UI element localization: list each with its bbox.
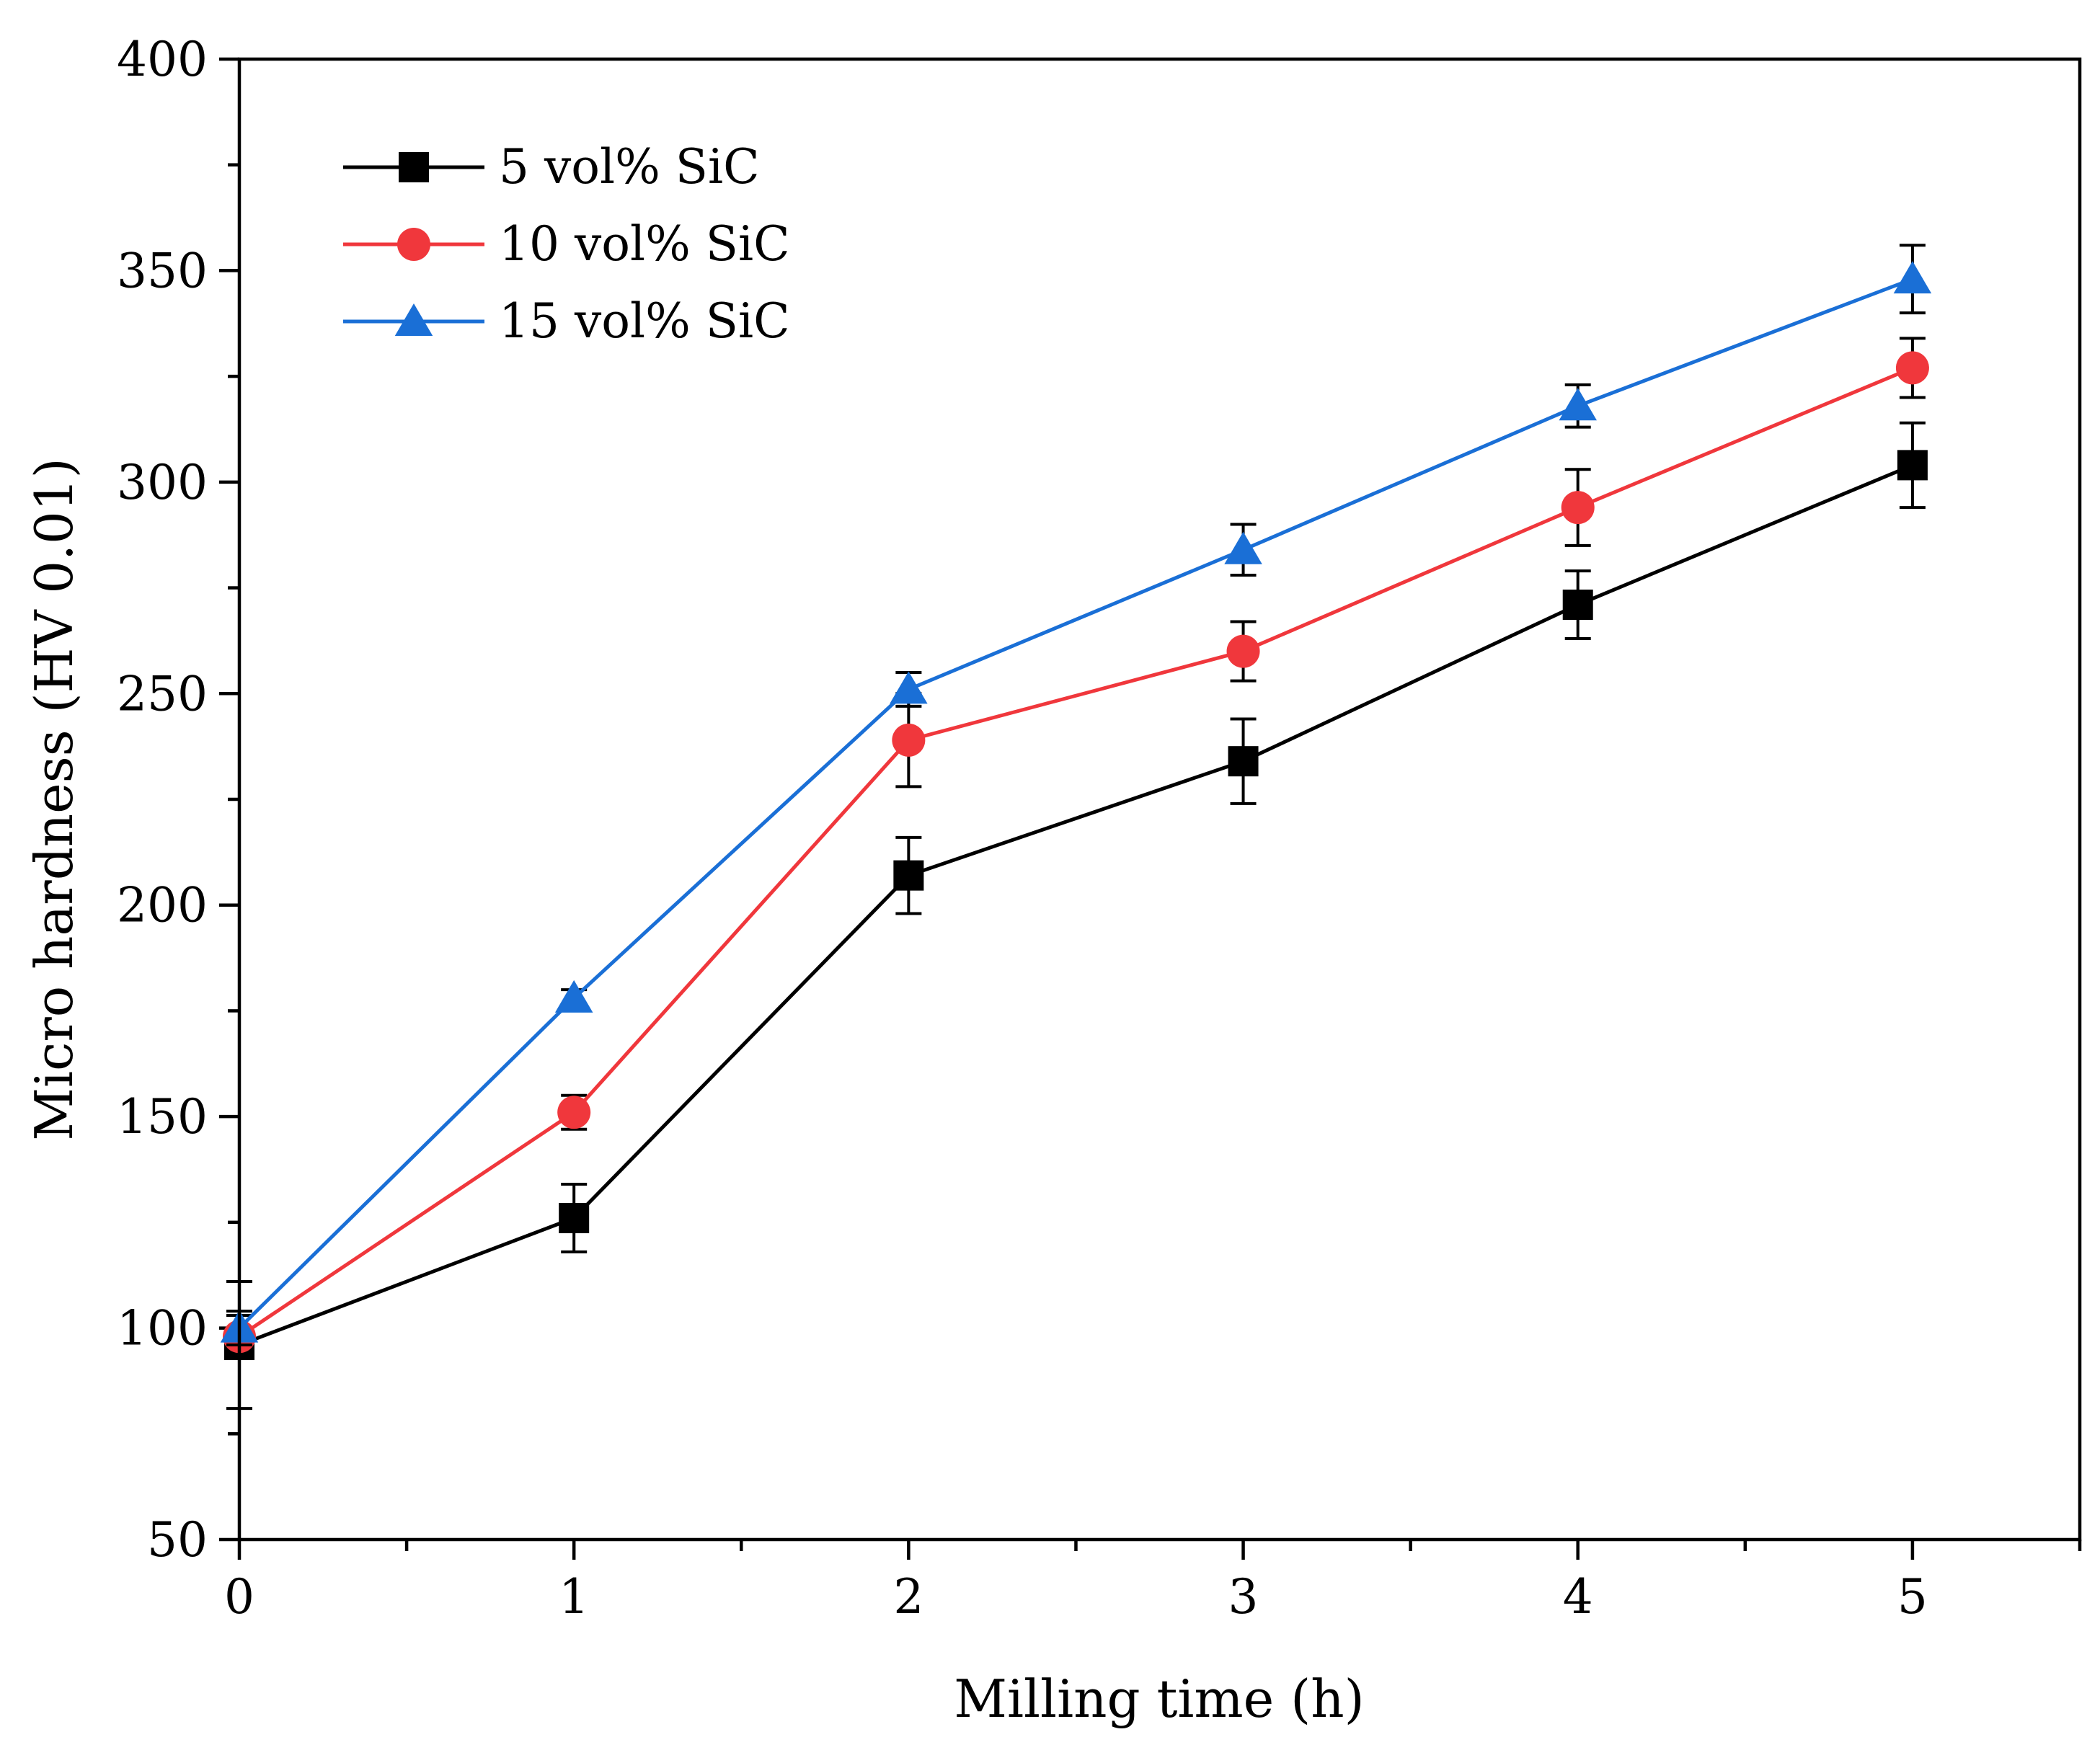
data-point [1893,261,1932,294]
x-tick-label: 3 [1228,1569,1259,1625]
data-point [559,1202,590,1233]
y-tick-label: 100 [117,1301,208,1356]
data-point [557,1096,591,1129]
x-axis-title: Milling time (h) [954,1669,1364,1729]
series-line [239,463,1913,1347]
legend-label: 10 vol% SiC [499,216,790,272]
series-3 [220,244,1932,1347]
y-tick-label: 350 [117,243,208,298]
y-tick-label: 400 [117,32,208,87]
legend-label: 15 vol% SiC [499,293,790,349]
data-point [893,860,924,891]
y-tick-label: 200 [117,878,208,933]
x-tick-label: 1 [559,1569,589,1625]
plot-frame [237,57,2082,1542]
series-1 [224,421,1928,1411]
data-point [1562,590,1593,621]
data-point [554,980,593,1013]
data-point [892,723,926,757]
y-tick-label: 250 [117,666,208,721]
data-point [1224,531,1262,564]
series-layer [220,244,1932,1411]
legend-marker [394,303,433,336]
legend-marker [397,228,430,261]
data-point [1559,388,1597,421]
x-tick-label: 0 [224,1569,254,1625]
y-tick-label: 150 [117,1089,208,1145]
legend-marker [399,152,429,182]
legend-entry-3: 15 vol% SiC [343,293,790,349]
legend: 5 vol% SiC 10 vol% SiC 15 vol% SiC [343,139,790,349]
legend-label: 5 vol% SiC [499,139,760,195]
y-axis-title: Micro hardness (HV 0.01) [24,458,84,1140]
data-point [890,671,928,704]
series-line [238,277,1913,1330]
x-tick-label: 5 [1897,1569,1928,1625]
x-tick-label: 4 [1563,1569,1593,1625]
data-point [1561,491,1595,525]
x-tick-label: 2 [893,1569,923,1625]
data-point [1228,746,1259,777]
y-tick-label: 50 [147,1512,208,1568]
series-2 [223,337,1929,1359]
legend-entry-1: 5 vol% SiC [343,139,760,195]
legend-entry-2: 10 vol% SiC [343,216,790,272]
y-tick-label: 300 [117,455,208,510]
series-line [238,366,1913,1338]
data-point [1895,351,1929,385]
ticks-layer: 0 1 2 3 4 5 50 100 150 200 250 300 350 400 [117,32,2082,1625]
data-point [1226,634,1260,668]
data-point [1897,450,1928,481]
